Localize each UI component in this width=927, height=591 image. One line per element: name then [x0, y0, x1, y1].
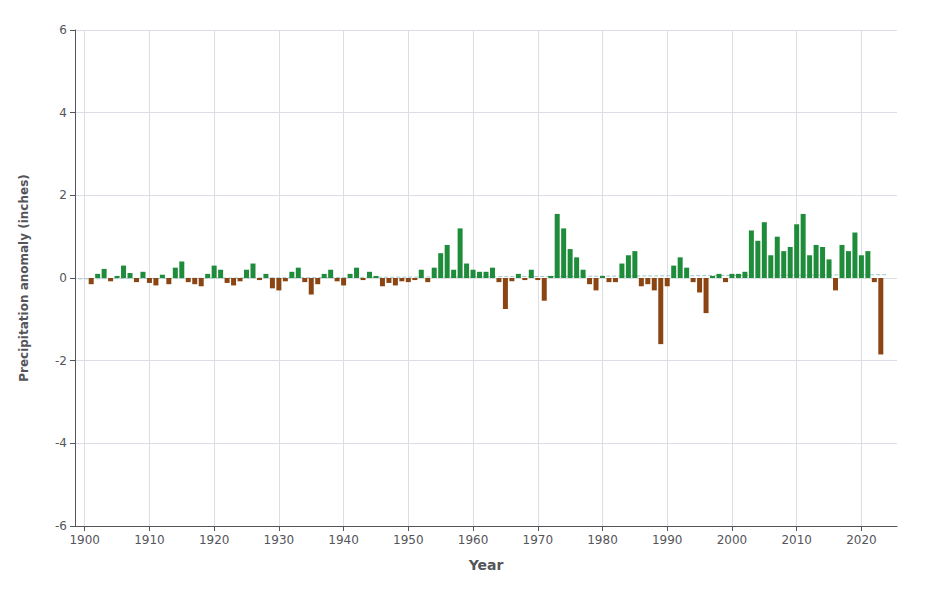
svg-text:Precipitation anomaly (inches): Precipitation anomaly (inches)	[17, 174, 31, 382]
svg-text:2010: 2010	[781, 533, 812, 547]
svg-text:1920: 1920	[199, 533, 230, 547]
svg-text:-4: -4	[55, 436, 67, 450]
svg-text:2000: 2000	[717, 533, 748, 547]
svg-text:1990: 1990	[652, 533, 683, 547]
svg-text:1980: 1980	[587, 533, 618, 547]
svg-text:4: 4	[59, 106, 67, 120]
svg-text:1940: 1940	[328, 533, 359, 547]
svg-text:2: 2	[59, 188, 67, 202]
svg-text:1970: 1970	[523, 533, 554, 547]
svg-text:1930: 1930	[264, 533, 295, 547]
svg-text:Year: Year	[468, 557, 504, 573]
svg-text:2020: 2020	[846, 533, 877, 547]
svg-text:1950: 1950	[393, 533, 424, 547]
svg-text:6: 6	[59, 23, 67, 37]
svg-text:0: 0	[59, 271, 67, 285]
svg-text:-2: -2	[55, 354, 67, 368]
svg-text:1900: 1900	[69, 533, 100, 547]
svg-text:-6: -6	[55, 519, 67, 533]
svg-text:1910: 1910	[134, 533, 165, 547]
svg-text:1960: 1960	[458, 533, 489, 547]
